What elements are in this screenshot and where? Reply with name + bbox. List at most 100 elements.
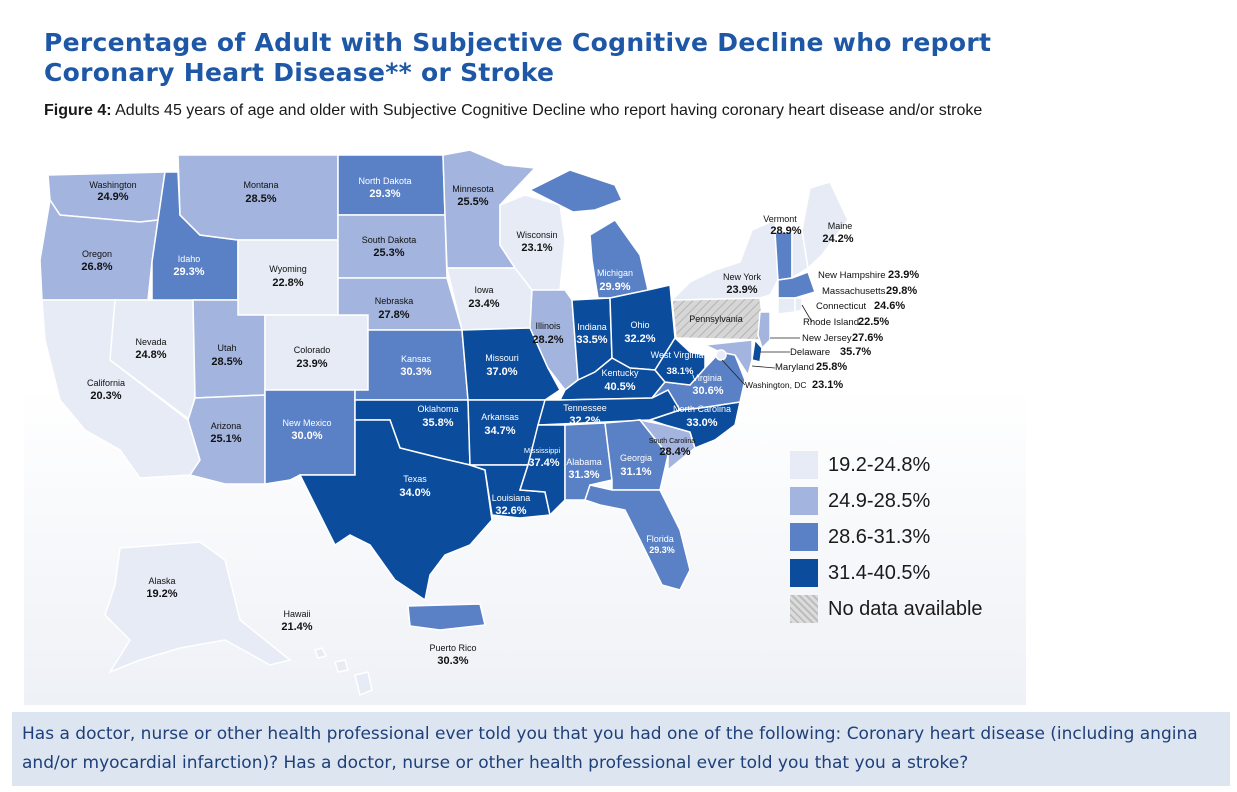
label-ar-value: 34.7% (484, 425, 515, 437)
label-dc-name: Washington, DC (745, 380, 807, 390)
label-fl-name: Florida (646, 534, 674, 544)
label-in-name: Indiana (577, 322, 607, 332)
state-nj[interactable] (757, 311, 771, 350)
label-in-value: 33.5% (576, 334, 607, 346)
legend-swatch (790, 595, 818, 623)
label-az-value: 25.1% (210, 433, 241, 445)
label-hi-name: Hawaii (283, 609, 310, 619)
label-co-name: Colorado (294, 345, 331, 355)
label-vt-value: 28.9% (770, 225, 801, 237)
state-fl[interactable] (584, 484, 691, 591)
label-nj-name: New Jersey (802, 333, 852, 344)
legend-label: 28.6-31.3% (828, 525, 931, 548)
label-nd-name: North Dakota (358, 176, 411, 186)
legend-swatch (790, 451, 818, 479)
label-wa-name: Washington (89, 180, 136, 190)
state-dc[interactable] (715, 349, 727, 361)
label-wv-value: 38.1% (667, 366, 694, 377)
label-ma-name: Massachusetts (822, 286, 886, 297)
label-nj-value: 27.6% (852, 332, 883, 344)
label-ut-value: 28.5% (211, 356, 242, 368)
label-mi-value: 29.9% (599, 281, 630, 293)
page-title: Percentage of Adult with Subjective Cogn… (44, 28, 992, 87)
state-wv[interactable] (654, 336, 706, 386)
label-wi-value: 23.1% (521, 242, 552, 254)
state-pr[interactable] (407, 603, 486, 631)
legend-swatch (790, 487, 818, 515)
label-md-value: 25.8% (816, 361, 847, 373)
label-wi-name: Wisconsin (516, 230, 557, 240)
label-de-value: 35.7% (840, 346, 871, 358)
label-tn-name: Tennessee (563, 403, 607, 413)
label-fl-value: 29.3% (649, 545, 675, 555)
figure-label: Figure 4: (44, 102, 112, 119)
label-nv-name: Nevada (135, 337, 166, 347)
label-ia-value: 23.4% (468, 298, 499, 310)
label-al-name: Alabama (566, 457, 602, 467)
label-ak-value: 19.2% (146, 588, 177, 600)
label-tx-name: Texas (403, 474, 427, 484)
label-nv-value: 24.8% (135, 349, 166, 361)
label-sd-value: 25.3% (373, 247, 404, 259)
label-pr-value: 30.3% (437, 655, 468, 667)
label-mn-name: Minnesota (452, 184, 494, 194)
label-id-value: 29.3% (173, 266, 204, 278)
label-ks-name: Kansas (401, 354, 432, 364)
label-nm-value: 30.0% (291, 430, 322, 442)
legend-label: No data available (828, 597, 983, 620)
label-mn-value: 25.5% (457, 196, 488, 208)
label-id-name: Idaho (178, 254, 201, 264)
label-il-name: Illinois (535, 321, 561, 331)
label-ks-value: 30.3% (400, 366, 431, 378)
label-me-name: Maine (828, 221, 853, 231)
label-sc-name: South Carolina (649, 438, 695, 445)
label-nm-name: New Mexico (282, 418, 331, 428)
label-az-name: Arizona (211, 421, 242, 431)
label-ma-value: 29.8% (886, 285, 917, 297)
label-il-value: 28.2% (532, 334, 563, 346)
state-tx[interactable] (298, 419, 493, 602)
label-ct-name: Connecticut (816, 301, 867, 312)
label-ak-name: Alaska (148, 576, 175, 586)
state-de[interactable] (751, 338, 763, 363)
label-la-value: 32.6% (495, 505, 526, 517)
legend-item: 19.2-24.8% (790, 447, 1030, 483)
label-sd-name: South Dakota (362, 235, 417, 245)
label-ar-name: Arkansas (481, 412, 519, 422)
label-va-name: Virginia (692, 373, 722, 383)
label-ri-name: Rhode Island (803, 317, 859, 328)
state-ct[interactable] (777, 297, 796, 315)
label-ms-value: 37.4% (528, 457, 559, 469)
state-me[interactable] (801, 181, 849, 270)
label-ga-value: 31.1% (620, 466, 651, 478)
label-mo-value: 37.0% (486, 366, 517, 378)
label-al-value: 31.3% (568, 469, 599, 481)
state-ny[interactable] (670, 218, 779, 301)
label-ms-name: Mississippi (524, 446, 561, 455)
state-ak[interactable] (104, 541, 292, 674)
label-md-name: Maryland (775, 362, 814, 373)
label-mo-name: Missouri (485, 353, 519, 363)
label-ky-value: 40.5% (604, 381, 635, 393)
legend-label: 19.2-24.8% (828, 453, 931, 476)
state-hi[interactable] (314, 647, 373, 697)
label-nc-name: North Carolina (673, 404, 731, 414)
label-ny-value: 23.9% (726, 284, 757, 296)
label-de-name: Delaware (790, 347, 830, 358)
state-ks[interactable] (354, 329, 469, 401)
state-ri[interactable] (794, 297, 803, 313)
figure-caption: Figure 4: Adults 45 years of age and old… (44, 100, 1004, 121)
label-va-value: 30.6% (692, 385, 723, 397)
label-oh-name: Ohio (630, 320, 649, 330)
label-ga-name: Georgia (620, 453, 652, 463)
label-wv-name: West Virginia (651, 350, 704, 360)
leader-lines (721, 304, 813, 386)
legend-swatch (790, 523, 818, 551)
label-pr-name: Puerto Rico (429, 643, 476, 653)
state-vt[interactable] (774, 231, 793, 281)
label-nd-value: 29.3% (369, 188, 400, 200)
label-or-name: Oregon (82, 249, 112, 259)
label-mt-value: 28.5% (245, 193, 276, 205)
map-legend: 19.2-24.8% 24.9-28.5% 28.6-31.3% 31.4-40… (790, 447, 1030, 627)
label-wy-name: Wyoming (269, 264, 306, 274)
